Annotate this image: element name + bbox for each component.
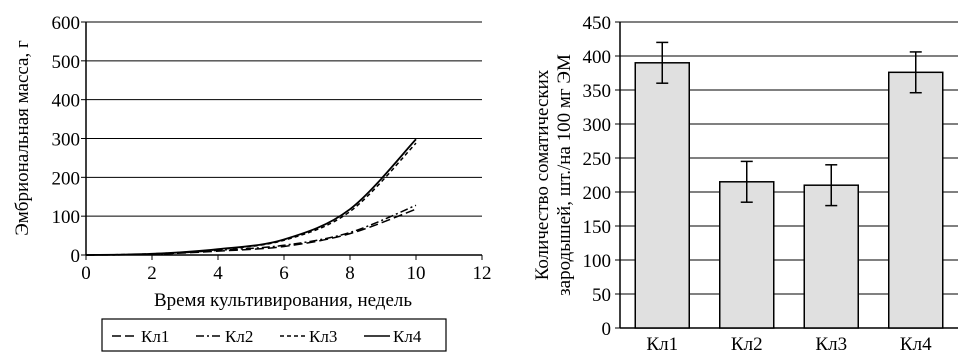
right-y-tick-label: 200 — [583, 183, 612, 204]
legend-label: Кл2 — [225, 327, 253, 346]
left-y-tick-label: 400 — [52, 91, 81, 112]
left-x-tick-label: 4 — [213, 263, 223, 284]
legend-box — [101, 318, 447, 352]
right-y-tick-label: 150 — [583, 217, 612, 238]
right-y-tick-label: 250 — [583, 149, 612, 170]
category-label: Кл4 — [900, 334, 932, 353]
series-line-Кл4 — [85, 138, 417, 256]
mass-growth-chart: 0 100 200 300 400 500 600 0 2 4 6 8 10 12 Время куль… — [12, 13, 492, 352]
legend-label: Кл4 — [393, 327, 422, 346]
bars — [634, 41, 944, 329]
left-x-tick-label: 8 — [345, 263, 355, 284]
left-y-tick-labels: 0 100 200 300 400 500 600 — [52, 13, 86, 267]
left-y-tick-label: 500 — [52, 52, 81, 73]
left-series-lines — [85, 138, 417, 256]
left-x-tick-label: 2 — [147, 263, 157, 284]
left-y-axis-label: Эмбриональная масса, г — [12, 40, 33, 236]
left-x-tick-label: 6 — [279, 263, 289, 284]
right-y-tick-label: 400 — [583, 47, 612, 68]
bar-Кл3 — [803, 184, 859, 329]
legend: Кл1 Кл2 Кл3 Кл4 — [101, 318, 447, 352]
left-x-axis-label: Время культивирования, недель — [154, 290, 412, 311]
left-y-tick-label: 200 — [52, 168, 81, 189]
left-x-tick-label: 0 — [81, 263, 91, 284]
series-line-Кл3 — [85, 142, 417, 256]
left-y-tick-label: 600 — [52, 13, 81, 34]
right-y-tick-label: 50 — [592, 285, 611, 306]
right-y-axis-label-line1: Количество соматических — [532, 69, 553, 280]
category-label: Кл2 — [731, 334, 763, 353]
right-y-tick-label: 100 — [583, 251, 612, 272]
left-x-tick-label: 12 — [473, 263, 492, 284]
left-gridlines — [86, 21, 482, 217]
bar-Кл2 — [719, 181, 775, 329]
right-y-tick-label: 300 — [583, 115, 612, 136]
embryo-count-chart: 0 50 100 150 200 250 300 350 400 450 Кл1 Кл2 Кл3 Кл4… — [532, 13, 958, 353]
right-x-tick-labels: Кл1 Кл2 Кл3 Кл4 — [646, 334, 932, 353]
bar-Кл1 — [634, 62, 690, 329]
series-line-Кл2 — [85, 204, 417, 256]
left-y-tick-label: 0 — [71, 246, 81, 267]
right-y-tick-label: 450 — [583, 13, 612, 34]
bar-Кл4 — [888, 71, 944, 329]
right-y-axis-label-line2: зародышей, шт./на 100 мг ЭМ — [554, 54, 575, 296]
right-y-tick-label: 0 — [602, 319, 612, 340]
legend-label: Кл1 — [141, 327, 169, 346]
category-label: Кл1 — [646, 334, 678, 353]
left-x-tick-labels: 0 2 4 6 8 10 12 — [81, 255, 492, 284]
category-label: Кл3 — [815, 334, 847, 353]
left-x-tick-label: 10 — [407, 263, 426, 284]
legend-label: Кл3 — [309, 327, 337, 346]
right-y-tick-label: 350 — [583, 81, 612, 102]
left-y-tick-label: 100 — [52, 207, 81, 228]
left-y-tick-label: 300 — [52, 130, 81, 151]
right-y-tick-labels: 0 50 100 150 200 250 300 350 400 450 — [583, 13, 620, 340]
